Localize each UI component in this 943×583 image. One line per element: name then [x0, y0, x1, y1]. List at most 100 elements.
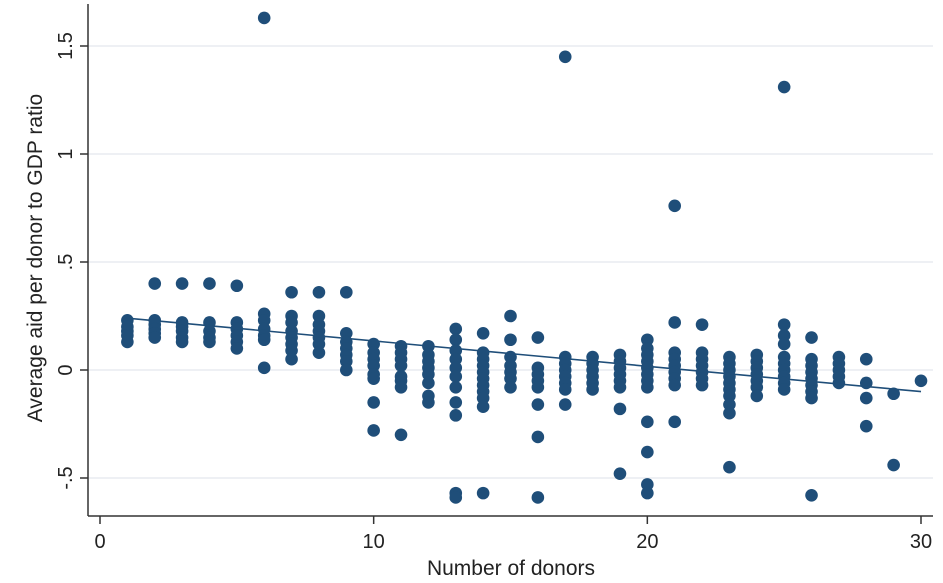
- data-point-43: [312, 285, 326, 299]
- data-point-125: [558, 398, 572, 411]
- data-point-16: [175, 335, 189, 349]
- data-point-89: [449, 409, 463, 422]
- data-point-22: [230, 279, 244, 293]
- data-point-109: [504, 380, 517, 394]
- y-axis-title: Average aid per donor to GDP ratio: [24, 94, 47, 422]
- plot-background: [88, 4, 933, 516]
- data-point-83: [449, 344, 463, 357]
- data-point-105: [504, 350, 517, 364]
- data-point-174: [723, 389, 736, 403]
- data-point-30: [257, 314, 271, 327]
- data-point-73: [422, 339, 435, 353]
- data-point-110: [531, 331, 545, 344]
- x-tick-label-1: 10: [363, 531, 385, 553]
- data-point-212: [859, 419, 873, 433]
- data-point-114: [531, 380, 545, 394]
- data-point-77: [422, 368, 435, 381]
- data-point-87: [449, 380, 463, 394]
- data-point-68: [394, 359, 408, 372]
- data-point-194: [777, 383, 791, 396]
- data-points: [121, 11, 928, 504]
- data-point-185: [777, 80, 791, 94]
- data-point-188: [777, 337, 791, 351]
- x-tick-label-3: 30: [910, 531, 932, 553]
- data-point-101: [476, 400, 490, 414]
- data-point-82: [449, 333, 463, 347]
- data-point-104: [504, 333, 517, 347]
- data-point-50: [340, 285, 353, 299]
- data-point-150: [641, 478, 654, 491]
- data-point-27: [230, 342, 244, 355]
- data-point-63: [367, 396, 380, 409]
- data-point-35: [285, 285, 298, 299]
- data-point-88: [449, 396, 463, 409]
- data-point-86: [449, 370, 463, 383]
- data-point-72: [394, 428, 408, 442]
- data-point-10: [148, 331, 162, 344]
- data-point-37: [285, 316, 298, 329]
- y-tick-label-2: .5: [55, 254, 77, 271]
- data-point-176: [723, 406, 736, 420]
- data-point-44: [312, 309, 326, 323]
- data-point-100: [476, 391, 490, 405]
- x-tick-label-0: 0: [94, 531, 105, 553]
- data-point-28: [257, 11, 271, 25]
- data-point-11: [175, 277, 189, 290]
- data-point-57: [367, 337, 380, 351]
- data-point-152: [668, 199, 681, 213]
- data-point-34: [257, 361, 271, 375]
- data-point-103: [504, 309, 517, 323]
- data-point-5: [148, 277, 162, 290]
- x-axis-title: Number of donors: [427, 557, 595, 580]
- data-point-102: [476, 486, 490, 500]
- data-point-149: [641, 445, 654, 459]
- data-point-161: [695, 318, 709, 331]
- data-point-80: [422, 396, 435, 409]
- data-point-215: [914, 374, 928, 388]
- data-point-209: [859, 352, 873, 366]
- data-point-153: [668, 316, 681, 329]
- data-point-138: [613, 402, 627, 416]
- data-point-203: [805, 488, 818, 502]
- data-point-213: [887, 387, 900, 401]
- data-point-186: [777, 318, 791, 331]
- data-point-41: [285, 344, 298, 357]
- y-tick-label-4: 1.5: [55, 32, 77, 60]
- data-point-108: [504, 372, 517, 385]
- data-point-92: [476, 326, 490, 340]
- data-point-124: [558, 383, 572, 396]
- data-point-131: [586, 383, 599, 396]
- x-axis-ticks: 0 10 20 30: [94, 516, 932, 553]
- data-point-177: [723, 460, 736, 474]
- data-point-137: [613, 380, 627, 394]
- data-point-62: [367, 372, 380, 385]
- data-point-91: [449, 491, 463, 504]
- data-point-211: [859, 391, 873, 405]
- data-point-85: [449, 361, 463, 375]
- data-point-4: [121, 335, 134, 349]
- data-point-202: [805, 391, 818, 405]
- data-point-117: [531, 491, 545, 504]
- data-point-116: [531, 430, 545, 444]
- data-point-167: [695, 378, 709, 392]
- data-point-148: [641, 415, 654, 429]
- data-point-115: [531, 398, 545, 411]
- data-point-17: [203, 277, 216, 290]
- gridlines: [88, 45, 933, 479]
- data-point-187: [777, 329, 791, 342]
- data-point-78: [422, 376, 435, 390]
- data-point-84: [449, 352, 463, 366]
- data-point-184: [750, 389, 764, 403]
- data-point-159: [668, 378, 681, 392]
- data-point-42: [285, 352, 298, 366]
- y-axis-ticks: -.5 0 .5 1 1.5: [55, 32, 88, 490]
- data-point-51: [340, 326, 353, 340]
- data-point-151: [641, 486, 654, 500]
- data-point-48: [312, 337, 326, 351]
- y-tick-label-3: 1: [55, 148, 77, 159]
- data-point-60: [367, 359, 380, 372]
- data-point-81: [449, 322, 463, 336]
- x-tick-label-2: 20: [636, 531, 658, 553]
- data-point-71: [394, 380, 408, 394]
- data-point-183: [750, 380, 764, 394]
